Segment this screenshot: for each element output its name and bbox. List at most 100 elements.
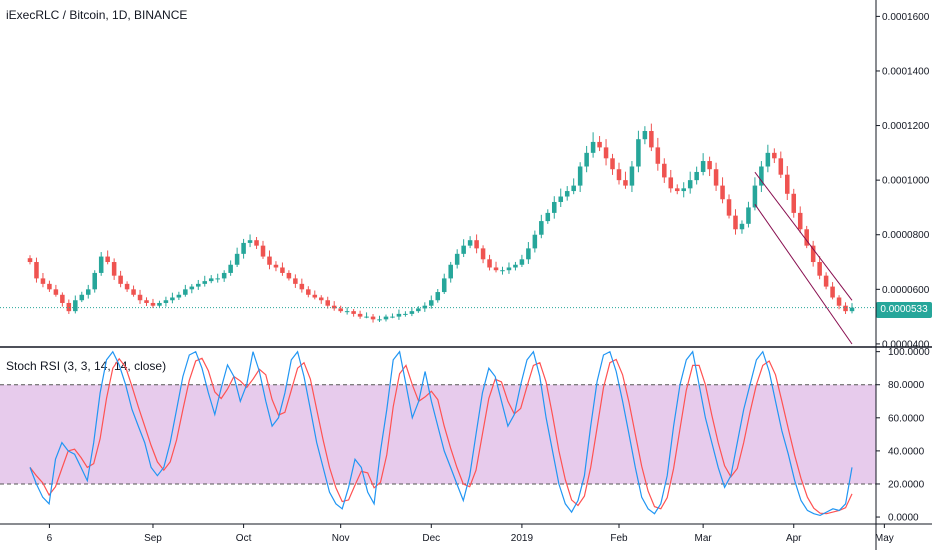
stoch-tick-label: 40.0000: [888, 446, 925, 457]
candle-body: [720, 185, 725, 200]
candle-body: [577, 166, 583, 186]
candle-body: [98, 256, 104, 273]
candle-body: [157, 302, 162, 306]
candle-body: [532, 234, 538, 249]
candle-body: [545, 212, 551, 222]
channel-upper-trendline: [754, 171, 853, 301]
candle-body: [27, 258, 33, 263]
candle-body: [247, 240, 253, 243]
candle-body: [700, 161, 706, 172]
candle-body: [480, 248, 486, 260]
candle-body: [603, 147, 609, 159]
candle-body: [519, 259, 525, 265]
candle-body: [687, 180, 693, 189]
candle-body: [325, 300, 330, 306]
candle-body: [163, 300, 169, 303]
candle-body: [403, 313, 408, 315]
candle-body: [681, 188, 686, 192]
candle-body: [552, 201, 557, 213]
time-tick-label: Mar: [695, 533, 713, 544]
candle-body: [416, 308, 421, 312]
candle-body: [558, 196, 564, 202]
candle-body: [228, 264, 233, 273]
candle-body: [215, 278, 220, 280]
stoch-tick-label: 20.0000: [888, 479, 925, 490]
candle-body: [176, 294, 182, 298]
candle-body: [221, 272, 227, 279]
candle-body: [364, 316, 369, 318]
price-tick-label: 0.0001000: [882, 176, 930, 187]
candle-body: [636, 139, 641, 167]
candle-body: [241, 242, 246, 254]
candle-body: [429, 300, 434, 306]
candle-body: [370, 316, 376, 320]
candle-body: [642, 131, 648, 140]
price-tick-label: 0.0001200: [882, 121, 930, 132]
stoch-tick-label: 0.0000: [888, 513, 919, 524]
candle-body: [318, 297, 324, 301]
candle-body: [435, 292, 441, 301]
candle-body: [526, 248, 531, 260]
candle-body: [461, 245, 466, 254]
candle-body: [649, 131, 654, 148]
candle-body: [843, 305, 848, 312]
time-tick-label: May: [875, 533, 894, 544]
candle-body: [597, 141, 602, 148]
candle-body: [797, 212, 803, 230]
time-tick-label: 6: [47, 533, 53, 544]
channel-lower-trendline: [754, 204, 853, 345]
candle-body: [137, 294, 143, 301]
candle-body: [810, 245, 816, 263]
candle-body: [474, 240, 479, 249]
candle-body: [623, 180, 628, 186]
price-tick-label: 0.0000600: [882, 285, 930, 296]
time-tick-label: Nov: [332, 533, 350, 544]
candle-body: [234, 253, 240, 265]
candle-body: [571, 185, 576, 192]
time-tick-label: Oct: [236, 533, 252, 544]
candle-body: [260, 245, 266, 257]
stoch-tick-label: 60.0000: [888, 413, 925, 424]
candle-body: [293, 278, 298, 284]
candle-body: [778, 158, 784, 175]
candle-body: [280, 267, 285, 273]
candle-body: [791, 193, 797, 213]
candle-body: [739, 223, 745, 230]
candle-body: [662, 163, 667, 178]
candle-body: [357, 313, 363, 317]
candle-body: [189, 286, 195, 290]
candle-body: [655, 147, 661, 164]
candle-body: [409, 311, 415, 314]
candle-body: [448, 264, 453, 279]
candle-body: [707, 161, 712, 170]
candle-body: [111, 262, 117, 276]
price-tick-label: 0.0000400: [882, 339, 930, 350]
candle-body: [772, 152, 777, 159]
candle-body: [299, 283, 305, 290]
candle-body: [785, 174, 790, 194]
candle-body: [733, 215, 738, 230]
candle-body: [454, 253, 460, 265]
candle-body: [513, 264, 518, 268]
trendline-group: [754, 171, 853, 345]
candle-body: [500, 270, 505, 272]
candle-body: [668, 177, 674, 189]
candle-body: [351, 311, 356, 314]
candle-body: [144, 300, 149, 303]
candle-body: [849, 307, 855, 312]
candle-body: [118, 275, 123, 284]
candle-body: [124, 283, 130, 290]
candle-body: [150, 302, 156, 306]
candle-body: [674, 188, 680, 192]
candle-body: [183, 289, 188, 295]
candle-body: [338, 308, 343, 312]
candle-body: [202, 281, 208, 284]
stoch-tick-label: 100.0000: [888, 347, 930, 358]
price-tick-label: 0.0001400: [882, 66, 930, 77]
candle-body: [759, 166, 764, 186]
time-tick-label: Sep: [144, 533, 162, 544]
chart-title: iExecRLC / Bitcoin, 1D, BINANCE: [6, 8, 188, 22]
candle-body: [564, 191, 570, 197]
candle-body: [196, 283, 201, 287]
